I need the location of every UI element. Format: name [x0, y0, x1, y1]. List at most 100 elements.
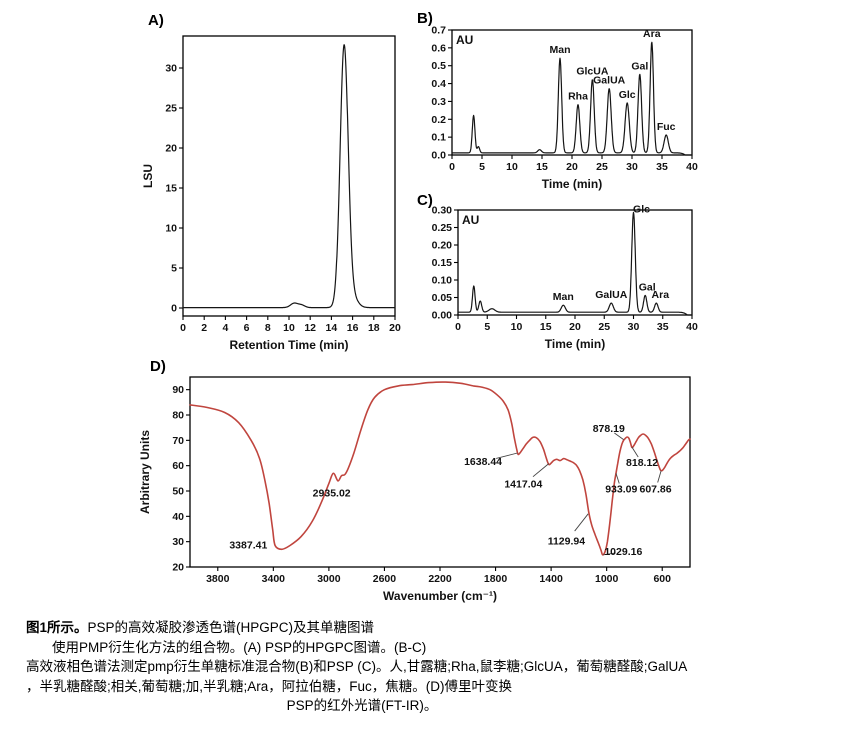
svg-text:933.09: 933.09 [605, 484, 637, 496]
svg-text:2935.02: 2935.02 [313, 488, 351, 500]
svg-text:878.19: 878.19 [593, 423, 625, 435]
svg-text:30: 30 [628, 321, 640, 333]
svg-text:3000: 3000 [317, 573, 341, 585]
svg-text:GalUA: GalUA [595, 289, 628, 301]
svg-text:2200: 2200 [428, 573, 452, 585]
svg-text:0.10: 0.10 [432, 275, 453, 287]
svg-text:607.86: 607.86 [639, 484, 671, 496]
svg-text:GalUA: GalUA [593, 75, 626, 87]
svg-text:20: 20 [566, 161, 578, 173]
svg-text:2: 2 [201, 322, 207, 334]
svg-text:0.7: 0.7 [431, 25, 446, 37]
svg-text:0.20: 0.20 [432, 240, 453, 252]
svg-text:10: 10 [283, 322, 295, 334]
svg-text:12: 12 [304, 322, 316, 334]
svg-text:0.05: 0.05 [432, 292, 453, 304]
caption-line1-text: PSP的高效凝胶渗透色谱(HPGPC)及其单糖图谱 [87, 620, 375, 635]
svg-text:40: 40 [686, 321, 698, 333]
standards-chromatogram-panel-b: 0 5 10 15 20 25 30 35 40 0.0 0.1 0.2 0.3 0.4 0.5 0.6 0.7… [431, 25, 698, 192]
svg-text:15: 15 [536, 161, 548, 173]
caption-line5: PSP的红外光谱(FT-IR)。 [286, 698, 438, 713]
svg-text:1029.16: 1029.16 [604, 546, 642, 558]
svg-text:0.5: 0.5 [431, 60, 446, 72]
svg-text:10: 10 [165, 223, 177, 235]
svg-text:Gal: Gal [639, 281, 656, 293]
svg-text:Arbitrary Units: Arbitrary Units [138, 430, 152, 514]
svg-text:Retention Time (min): Retention Time (min) [229, 338, 348, 352]
svg-text:Ara: Ara [643, 28, 661, 40]
svg-text:20: 20 [389, 322, 401, 334]
svg-text:Time (min): Time (min) [542, 177, 602, 191]
svg-text:0.25: 0.25 [432, 222, 453, 234]
svg-text:25: 25 [596, 161, 608, 173]
svg-text:0.30: 0.30 [432, 205, 453, 217]
svg-text:1129.94: 1129.94 [548, 536, 586, 548]
svg-text:Gal: Gal [631, 60, 648, 72]
svg-text:0: 0 [449, 161, 455, 173]
svg-text:30: 30 [165, 63, 177, 75]
svg-text:5: 5 [484, 321, 490, 333]
svg-text:25: 25 [598, 321, 610, 333]
panel-d-letter: D) [150, 358, 166, 375]
svg-text:10: 10 [506, 161, 518, 173]
panel-c-letter: C) [417, 192, 433, 209]
svg-text:Man: Man [553, 291, 574, 303]
svg-text:35: 35 [657, 321, 669, 333]
svg-text:3800: 3800 [206, 573, 230, 585]
svg-text:0.4: 0.4 [431, 78, 446, 90]
svg-text:0.6: 0.6 [431, 42, 446, 54]
svg-text:6: 6 [244, 322, 250, 334]
svg-text:5: 5 [171, 263, 177, 275]
svg-text:1800: 1800 [484, 573, 508, 585]
caption-line2: 使用PMP衍生化方法的组合物。(A) PSP的HPGPC图谱。(B-C) [52, 639, 427, 655]
caption-line3: 高效液相色谱法测定pmp衍生单糖标准混合物(B)和PSP (C)。人,甘露糖;R… [26, 659, 688, 674]
svg-text:LSU: LSU [141, 164, 155, 188]
svg-text:0: 0 [171, 303, 177, 315]
svg-text:Rha: Rha [568, 91, 588, 103]
svg-text:Glc: Glc [633, 203, 650, 215]
svg-text:600: 600 [653, 573, 671, 585]
psp-chromatogram-panel-c: 0 5 10 15 20 25 30 35 40 0.00 0.05 0.10 0.15 0.20 0.25… [432, 203, 698, 351]
svg-text:15: 15 [165, 183, 177, 195]
svg-text:60: 60 [172, 460, 184, 472]
svg-text:0.1: 0.1 [431, 132, 446, 144]
svg-text:40: 40 [172, 511, 184, 523]
svg-text:818.12: 818.12 [626, 457, 658, 469]
svg-text:2600: 2600 [373, 573, 397, 585]
svg-text:8: 8 [265, 322, 271, 334]
svg-text:Fuc: Fuc [657, 121, 676, 133]
svg-text:Time (min): Time (min) [545, 337, 605, 351]
svg-text:0: 0 [455, 321, 461, 333]
svg-text:3387.41: 3387.41 [229, 539, 267, 551]
svg-text:10: 10 [511, 321, 523, 333]
ftir-spectrum-panel-d: 3800 3400 3000 2600 2200 1800 1400 1000 600 20 30 4… [138, 376, 691, 603]
svg-text:Glc: Glc [619, 89, 636, 101]
svg-text:35: 35 [656, 161, 668, 173]
svg-text:1000: 1000 [595, 573, 619, 585]
svg-text:90: 90 [172, 384, 184, 396]
svg-text:30: 30 [172, 536, 184, 548]
svg-text:25: 25 [165, 103, 177, 115]
svg-text:50: 50 [172, 486, 184, 498]
panel-a-letter: A) [148, 12, 164, 29]
svg-text:0: 0 [180, 322, 186, 334]
svg-text:0.0: 0.0 [431, 150, 446, 162]
svg-text:30: 30 [626, 161, 638, 173]
svg-text:70: 70 [172, 435, 184, 447]
svg-text:0.3: 0.3 [431, 96, 446, 108]
svg-text:1400: 1400 [539, 573, 563, 585]
svg-text:0.00: 0.00 [432, 310, 453, 322]
svg-text:0.15: 0.15 [432, 257, 453, 269]
caption-figure-number: 图1所示。 [26, 620, 88, 635]
svg-text:0.2: 0.2 [431, 114, 446, 126]
svg-text:AU: AU [462, 213, 479, 227]
svg-text:14: 14 [326, 322, 338, 334]
svg-text:4: 4 [222, 322, 228, 334]
figure-caption: 图1所示。PSP的高效凝胶渗透色谱(HPGPC)及其单糖图谱 使用PMP衍生化方… [26, 618, 838, 716]
svg-text:20: 20 [172, 562, 184, 574]
svg-text:Wavenumber (cm⁻¹): Wavenumber (cm⁻¹) [383, 589, 497, 603]
svg-text:20: 20 [165, 143, 177, 155]
svg-text:1638.44: 1638.44 [464, 456, 502, 468]
svg-text:20: 20 [569, 321, 581, 333]
